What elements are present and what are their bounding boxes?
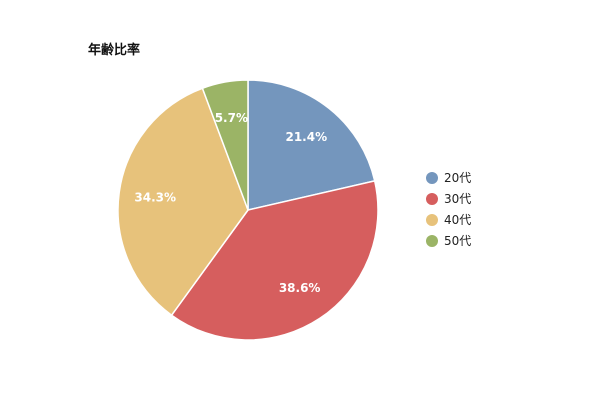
legend-label-2: 30代: [444, 192, 471, 206]
pie-slice-2: [170, 179, 379, 341]
legend: 20代 30代 40代 50代: [426, 171, 471, 248]
slice-label-1: 21.4%: [285, 130, 327, 144]
pie-slice-3: [117, 87, 249, 317]
legend-item-4: 50代: [426, 234, 471, 248]
legend-swatch-1: [426, 172, 438, 184]
pie-slice-labels: 21.4% 38.6% 34.3% 5.7%: [134, 111, 327, 295]
legend-label-3: 40代: [444, 213, 471, 227]
legend-item-1: 20代: [426, 171, 471, 185]
legend-swatch-2: [426, 193, 438, 205]
chart-title: 年齢比率: [88, 42, 140, 58]
legend-label-4: 50代: [444, 234, 471, 248]
pie-slice-4: [201, 79, 249, 211]
legend-item-2: 30代: [426, 192, 471, 206]
slice-label-4: 5.7%: [215, 111, 248, 125]
legend-label-1: 20代: [444, 171, 471, 185]
legend-item-3: 40代: [426, 213, 471, 227]
pie-slices: [117, 79, 379, 341]
pie-slice-1: [247, 79, 376, 211]
slice-label-3: 34.3%: [134, 190, 176, 204]
slice-label-2: 38.6%: [279, 281, 321, 295]
legend-swatch-3: [426, 214, 438, 226]
legend-swatch-4: [426, 235, 438, 247]
